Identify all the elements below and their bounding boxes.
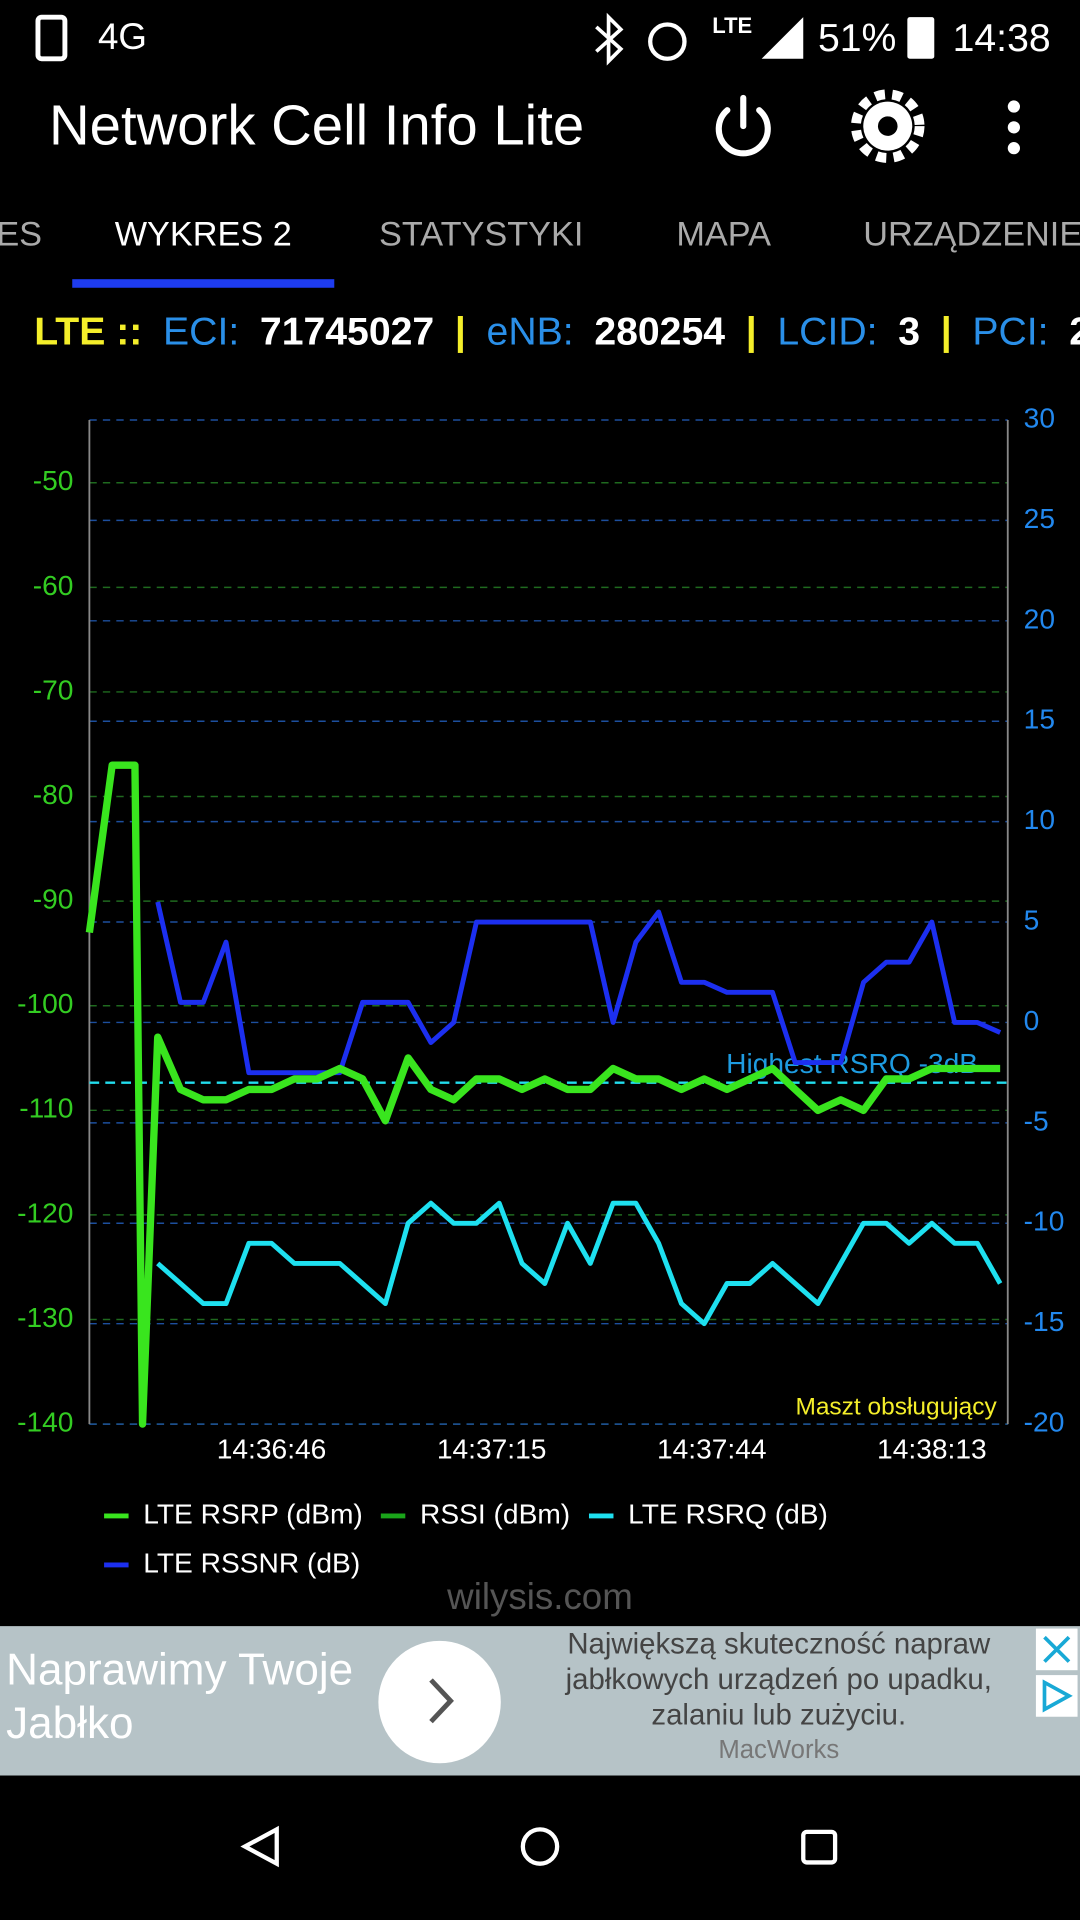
y-tick-label: -80 xyxy=(33,779,74,810)
legend-label: LTE RSSNR (dB) xyxy=(143,1547,360,1578)
y-tick-label: -90 xyxy=(33,884,74,915)
annotation: Maszt obsługujący xyxy=(795,1394,997,1421)
battery-percent: 51% xyxy=(818,17,896,60)
field-label: ECI: xyxy=(163,311,239,354)
y2-tick-label: 10 xyxy=(1024,804,1055,835)
tab[interactable]: ES xyxy=(0,215,42,253)
legend-label: LTE RSRP (dBm) xyxy=(143,1498,363,1529)
bluetooth-icon xyxy=(595,12,624,66)
tab[interactable]: STATYSTYKI xyxy=(379,215,583,253)
power-button[interactable] xyxy=(715,94,771,157)
battery-icon xyxy=(907,17,935,59)
x-tick-label: 14:38:13 xyxy=(877,1433,987,1464)
y-tick-label: -130 xyxy=(17,1302,73,1333)
chart: -140-130-120-110-100-90-80-70-60-50-20-1… xyxy=(17,402,1064,1578)
y-tick-label: -140 xyxy=(17,1407,73,1438)
ad-headline: Jabłko xyxy=(6,1699,133,1748)
nav-home[interactable] xyxy=(520,1827,560,1866)
alarm-icon xyxy=(648,22,687,61)
y2-tick-label: 5 xyxy=(1024,904,1040,935)
cell-info: LTE :: ECI: 71745027 | eNB: 280254 | LCI… xyxy=(34,311,1080,354)
separator: | xyxy=(746,311,757,354)
nav-recent[interactable] xyxy=(801,1829,838,1865)
y2-tick-label: -5 xyxy=(1024,1105,1049,1136)
ad-banner[interactable]: Naprawimy Twoje Jabłko Największą skutec… xyxy=(0,1626,1080,1776)
tab-indicator xyxy=(72,279,335,288)
x-tick-label: 14:37:44 xyxy=(657,1433,767,1464)
tab-active[interactable]: WYKRES 2 xyxy=(115,215,292,253)
network-type: 4G xyxy=(98,16,147,57)
y2-tick-label: -15 xyxy=(1024,1306,1065,1337)
app-title: Network Cell Info Lite xyxy=(49,94,584,157)
ad-headline: Naprawimy Twoje xyxy=(6,1645,353,1694)
chevron xyxy=(429,1678,454,1724)
field-value: 3 xyxy=(898,311,920,354)
y2-tick-label: 30 xyxy=(1024,402,1055,433)
x-tick-label: 14:37:15 xyxy=(437,1433,547,1464)
adchoices-icon xyxy=(1042,1679,1073,1713)
lte-label: LTE xyxy=(712,13,752,38)
y2-tick-label: 25 xyxy=(1024,503,1055,534)
field-label: eNB: xyxy=(487,311,574,354)
nav-bar xyxy=(240,1825,838,1868)
y-tick-label: -60 xyxy=(33,570,74,601)
y-tick-label: -110 xyxy=(19,1093,73,1124)
clock: 14:38 xyxy=(953,17,1051,60)
ad-body: zalaniu lub zużyciu. xyxy=(651,1699,906,1732)
more-button[interactable] xyxy=(1007,100,1020,155)
field-value: 71745027 xyxy=(260,311,434,354)
watermark: wilysis.com xyxy=(446,1576,633,1617)
phone-icon xyxy=(35,14,68,62)
ad-button[interactable] xyxy=(378,1640,501,1764)
field-label: PCI: xyxy=(972,311,1048,354)
legend-label: LTE RSRQ (dB) xyxy=(628,1498,828,1529)
y2-tick-label: 0 xyxy=(1024,1005,1040,1036)
field-value: 280254 xyxy=(594,311,725,354)
y2-tick-label: 20 xyxy=(1024,603,1055,634)
series-line xyxy=(155,901,1002,1076)
field-value: 290 xyxy=(1069,311,1080,354)
close-icon xyxy=(1043,1635,1071,1663)
tab[interactable]: URZĄDZENIE xyxy=(863,215,1080,253)
series-line xyxy=(156,1200,1003,1327)
tech: LTE :: xyxy=(34,311,142,354)
separator: | xyxy=(941,311,952,354)
y2-tick-label: -20 xyxy=(1024,1407,1065,1438)
x-tick-label: 14:36:46 xyxy=(217,1433,327,1464)
separator: | xyxy=(455,311,466,354)
tab[interactable]: MAPA xyxy=(676,215,771,253)
ad-body: jabłkowych urządzeń po upadku, xyxy=(565,1663,992,1696)
y-tick-label: -50 xyxy=(33,465,74,496)
y-tick-label: -70 xyxy=(33,674,74,705)
nav-back[interactable] xyxy=(240,1825,279,1868)
y2-tick-label: 15 xyxy=(1024,704,1055,735)
ad-advertiser: MacWorks xyxy=(718,1736,839,1764)
y-tick-label: -100 xyxy=(17,988,73,1019)
y2-tick-label: -10 xyxy=(1024,1206,1065,1237)
y-tick-label: -120 xyxy=(17,1197,73,1228)
tab-bar: ES WYKRES 2 STATYSTYKI MAPA URZĄDZENIE xyxy=(0,215,1080,288)
settings-button[interactable] xyxy=(851,89,925,163)
series-line xyxy=(85,761,1001,1428)
ad-body: Największą skuteczność napraw xyxy=(567,1627,991,1660)
legend-label: RSSI (dBm) xyxy=(420,1498,570,1529)
field-label: LCID: xyxy=(777,311,877,354)
